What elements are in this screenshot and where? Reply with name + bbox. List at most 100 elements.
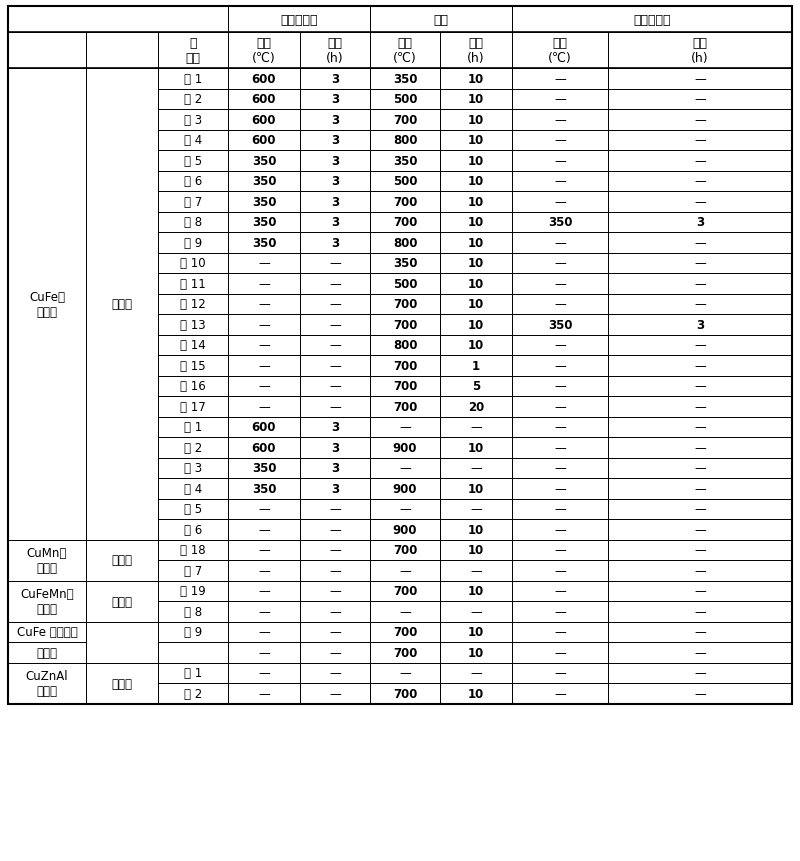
Text: 3: 3 bbox=[696, 216, 704, 229]
Bar bbox=[512, 192, 608, 213]
Bar bbox=[158, 561, 228, 581]
Bar bbox=[512, 601, 608, 622]
Bar bbox=[440, 581, 512, 601]
Text: —: — bbox=[554, 155, 566, 168]
Bar bbox=[228, 540, 300, 561]
Text: —: — bbox=[554, 339, 566, 352]
Bar bbox=[300, 499, 370, 519]
Text: 10: 10 bbox=[468, 134, 484, 147]
Text: 例
编号: 例 编号 bbox=[186, 37, 201, 65]
Text: —: — bbox=[694, 298, 706, 311]
Text: 比 4: 比 4 bbox=[184, 482, 202, 495]
Text: 氧化铝: 氧化铝 bbox=[111, 595, 133, 608]
Text: 实 7: 实 7 bbox=[184, 195, 202, 208]
Text: —: — bbox=[258, 666, 270, 679]
Text: 实 2: 实 2 bbox=[184, 93, 202, 106]
Text: —: — bbox=[694, 175, 706, 188]
Text: 350: 350 bbox=[393, 72, 418, 85]
Text: —: — bbox=[554, 564, 566, 577]
Text: 参 1: 参 1 bbox=[184, 666, 202, 679]
Text: —: — bbox=[399, 421, 411, 434]
Text: 10: 10 bbox=[468, 626, 484, 639]
Text: 10: 10 bbox=[468, 155, 484, 168]
Bar bbox=[300, 171, 370, 192]
Bar bbox=[440, 437, 512, 458]
Bar bbox=[300, 90, 370, 110]
Bar bbox=[512, 213, 608, 232]
Bar bbox=[8, 581, 86, 622]
Bar bbox=[228, 601, 300, 622]
Bar bbox=[228, 213, 300, 232]
Text: —: — bbox=[694, 461, 706, 474]
Bar bbox=[608, 479, 792, 499]
Text: 实 9: 实 9 bbox=[184, 237, 202, 250]
Text: —: — bbox=[694, 482, 706, 495]
Text: 5: 5 bbox=[472, 380, 480, 393]
Bar bbox=[158, 69, 228, 90]
Bar bbox=[608, 684, 792, 703]
Text: 350: 350 bbox=[252, 482, 276, 495]
Text: 350: 350 bbox=[252, 237, 276, 250]
Bar bbox=[608, 540, 792, 561]
Bar bbox=[300, 601, 370, 622]
Bar bbox=[440, 69, 512, 90]
Bar bbox=[370, 274, 440, 294]
Text: 3: 3 bbox=[331, 482, 339, 495]
Bar bbox=[370, 581, 440, 601]
Text: —: — bbox=[329, 359, 341, 372]
Bar bbox=[228, 171, 300, 192]
Bar bbox=[608, 397, 792, 417]
Text: 350: 350 bbox=[252, 195, 276, 208]
Text: —: — bbox=[258, 339, 270, 352]
Text: 实 5: 实 5 bbox=[184, 155, 202, 168]
Bar bbox=[300, 335, 370, 356]
Text: —: — bbox=[554, 195, 566, 208]
Text: 600: 600 bbox=[252, 421, 276, 434]
Bar bbox=[608, 417, 792, 437]
Bar bbox=[608, 33, 792, 69]
Bar bbox=[8, 622, 86, 642]
Bar bbox=[440, 253, 512, 274]
Text: 10: 10 bbox=[468, 482, 484, 495]
Text: 3: 3 bbox=[331, 195, 339, 208]
Text: 实 18: 实 18 bbox=[180, 543, 206, 556]
Text: 氧化铝: 氧化铝 bbox=[111, 298, 133, 311]
Text: CuFe型
尖晶石: CuFe型 尖晶石 bbox=[29, 290, 65, 319]
Bar bbox=[608, 356, 792, 376]
Bar bbox=[370, 540, 440, 561]
Text: 烧结: 烧结 bbox=[434, 14, 449, 27]
Text: 700: 700 bbox=[393, 646, 417, 659]
Bar bbox=[440, 601, 512, 622]
Text: —: — bbox=[554, 626, 566, 639]
Text: 3: 3 bbox=[331, 216, 339, 229]
Bar bbox=[608, 581, 792, 601]
Text: 10: 10 bbox=[468, 585, 484, 598]
Bar bbox=[300, 397, 370, 417]
Text: —: — bbox=[554, 461, 566, 474]
Bar bbox=[440, 642, 512, 663]
Bar bbox=[440, 130, 512, 151]
Bar bbox=[228, 519, 300, 540]
Text: 3: 3 bbox=[331, 134, 339, 147]
Text: —: — bbox=[329, 257, 341, 270]
Text: 3: 3 bbox=[331, 421, 339, 434]
Bar bbox=[608, 437, 792, 458]
Bar bbox=[370, 684, 440, 703]
Text: 3: 3 bbox=[331, 237, 339, 250]
Text: —: — bbox=[694, 626, 706, 639]
Text: 10: 10 bbox=[468, 195, 484, 208]
Bar bbox=[608, 130, 792, 151]
Bar bbox=[158, 519, 228, 540]
Bar bbox=[512, 561, 608, 581]
Text: 10: 10 bbox=[468, 687, 484, 700]
Text: 氧化铝: 氧化铝 bbox=[37, 646, 58, 659]
Bar bbox=[608, 561, 792, 581]
Bar bbox=[158, 213, 228, 232]
Bar bbox=[228, 7, 370, 33]
Text: —: — bbox=[258, 257, 270, 270]
Bar bbox=[608, 151, 792, 171]
Text: —: — bbox=[554, 359, 566, 372]
Bar bbox=[608, 294, 792, 314]
Text: 比 6: 比 6 bbox=[184, 523, 202, 536]
Bar bbox=[228, 151, 300, 171]
